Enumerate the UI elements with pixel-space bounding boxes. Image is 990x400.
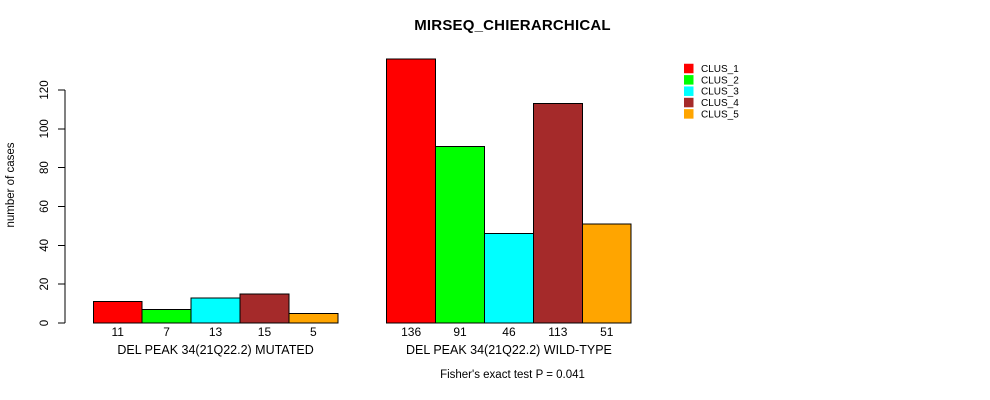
bar-clus_5-group1: [288, 312, 339, 324]
bar-value-label: 13: [209, 325, 223, 339]
annotation-fisher-test: Fisher's exact test P = 0.041: [440, 369, 585, 381]
legend-label: CLUS_1: [701, 64, 739, 75]
bar-value-label: 7: [163, 325, 170, 339]
bar-clus_2-group1: [141, 308, 192, 324]
legend-label: CLUS_3: [701, 87, 739, 98]
y-axis-tick-label: 120: [39, 80, 51, 99]
bar-value-label: 11: [112, 325, 125, 339]
legend-label: CLUS_2: [701, 75, 739, 86]
y-axis-tick-label: 0: [39, 320, 51, 326]
bar-clus_3-group1: [190, 297, 241, 324]
y-axis-tick-label: 100: [39, 119, 51, 138]
bar-value-label: 51: [600, 325, 614, 339]
group-label: DEL PEAK 34(21Q22.2) WILD-TYPE: [406, 343, 612, 357]
y-axis-tick-label: 40: [39, 239, 51, 252]
bar-value-label: 5: [310, 325, 317, 339]
bar-value-label: 46: [502, 325, 516, 339]
legend-swatch-clus_5: [684, 109, 694, 119]
legend-swatch-clus_3: [684, 86, 694, 96]
legend-swatch-clus_1: [684, 63, 694, 74]
bar-value-label: 136: [401, 325, 421, 339]
bar-clus_4-group2: [532, 103, 583, 324]
y-axis-tick-label: 80: [39, 161, 51, 174]
bar-value-label: 15: [258, 325, 272, 339]
bar-clus_2-group2: [435, 145, 486, 324]
group-label: DEL PEAK 34(21Q22.2) MUTATED: [117, 343, 313, 357]
bar-clus_4-group1: [239, 293, 290, 324]
legend-swatch-clus_2: [684, 75, 694, 85]
legend-swatch-clus_4: [684, 97, 694, 108]
bar-clus_1-group1: [92, 301, 143, 324]
bar-value-label: 91: [453, 325, 467, 339]
chart-title: MIRSEQ_CHIERARCHICAL: [414, 17, 611, 34]
bar-clus_1-group2: [386, 58, 437, 324]
bar-clus_5-group2: [581, 223, 632, 324]
y-axis-tick-label: 60: [39, 200, 51, 213]
bar-value-label: 113: [548, 325, 567, 339]
y-axis-tick-label: 20: [39, 278, 51, 291]
legend-label: CLUS_5: [701, 109, 739, 120]
legend-label: CLUS_4: [701, 98, 739, 109]
bar-clus_3-group2: [484, 233, 534, 324]
